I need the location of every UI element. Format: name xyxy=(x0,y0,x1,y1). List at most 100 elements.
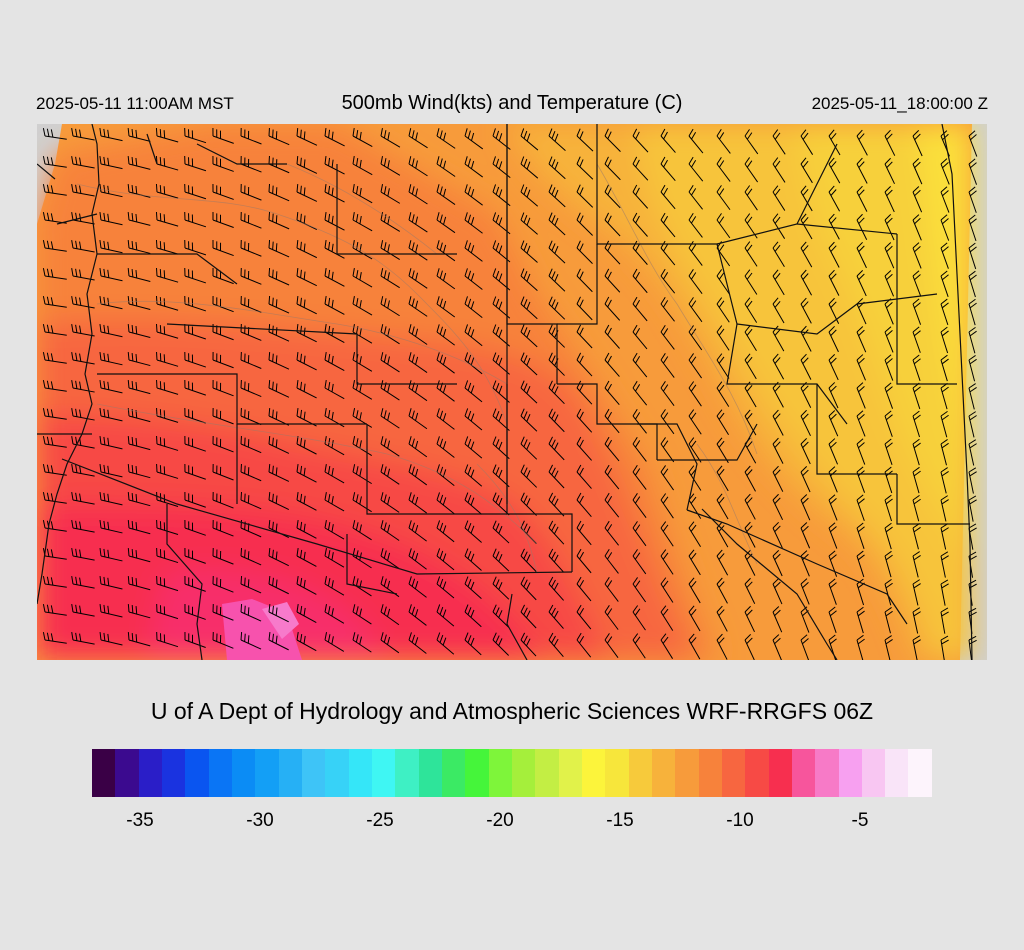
wind-barb-feather xyxy=(856,129,863,137)
wind-barb-feather xyxy=(275,411,278,420)
wind-barb-feather xyxy=(442,525,447,534)
wind-barb-feather xyxy=(520,380,525,389)
wind-barb-feather xyxy=(744,521,751,529)
wind-barb-feather xyxy=(247,551,250,560)
wind-barb-feather xyxy=(774,609,781,617)
wind-barb-feather xyxy=(719,132,725,140)
wind-barb-feather xyxy=(940,242,948,249)
wind-barb-feather xyxy=(408,156,412,165)
wind-barb-feather xyxy=(912,438,920,445)
wind-barb-feather xyxy=(303,523,306,532)
wind-barb-feather xyxy=(718,300,725,308)
wind-barb-feather xyxy=(296,379,299,389)
wind-barb-feather xyxy=(576,156,581,165)
wind-barb-feather xyxy=(464,324,469,333)
wind-barb-feather xyxy=(131,577,134,586)
wind-barb-feather xyxy=(635,159,640,168)
wind-barb-feather xyxy=(498,301,503,310)
wind-barb-feather xyxy=(660,324,666,333)
wind-barb-feather xyxy=(774,272,781,280)
wind-barb-feather xyxy=(774,132,781,140)
wind-barb-feather xyxy=(387,412,391,421)
wind-barb-feather xyxy=(523,186,528,195)
wind-barb-feather xyxy=(774,441,781,448)
wind-barb-feather xyxy=(774,413,781,420)
wind-barb-feather xyxy=(99,603,102,613)
wind-barb-feather xyxy=(632,352,638,361)
wind-barb-feather xyxy=(42,576,46,585)
wind-barb-feather xyxy=(46,492,50,501)
wind-barb-feather xyxy=(268,575,271,585)
wind-barb-feather xyxy=(548,268,553,277)
wind-barb-feather xyxy=(355,242,359,251)
wind-barb-feather xyxy=(498,413,503,422)
colorbar-swatch xyxy=(441,749,466,797)
weather-map[interactable] xyxy=(37,124,987,660)
wind-barb-feather xyxy=(579,299,584,308)
wind-barb-feather xyxy=(632,156,638,165)
wind-barb-feather xyxy=(941,330,949,337)
wind-barb-feather xyxy=(71,212,74,221)
wind-barb-feather xyxy=(495,523,500,531)
wind-barb-feather xyxy=(131,268,134,278)
wind-barb-feather xyxy=(634,524,641,532)
wind-barb-feather xyxy=(551,299,556,307)
wind-barb-feather xyxy=(772,550,780,557)
colorbar-swatch xyxy=(861,749,886,797)
wind-barb-feather xyxy=(746,581,753,588)
wind-barb-feather xyxy=(159,269,162,278)
wind-barb-feather xyxy=(498,245,503,254)
wind-barb-feather xyxy=(746,160,753,168)
wind-barb-feather xyxy=(551,131,556,139)
wind-barb-feather xyxy=(520,548,525,557)
wind-barb-feather xyxy=(103,296,106,305)
colorbar-swatch xyxy=(535,749,559,797)
wind-barb-feather xyxy=(303,187,306,196)
wind-barb-feather xyxy=(272,241,274,250)
wind-barb-feather xyxy=(359,636,363,645)
wind-barb-feather xyxy=(914,189,921,197)
wind-barb-feather xyxy=(691,188,697,196)
wind-barb-feather xyxy=(303,355,306,364)
wind-barb-feather xyxy=(411,550,416,559)
wind-barb-feather xyxy=(50,157,54,166)
wind-barb-feather xyxy=(828,382,836,389)
wind-barb-feather xyxy=(492,436,497,445)
wind-barb-feather xyxy=(554,470,559,479)
wind-barb-feather xyxy=(716,521,723,529)
wind-barb-feather xyxy=(690,524,697,532)
wind-barb-feather xyxy=(912,494,920,501)
wind-barb-feather xyxy=(300,213,302,222)
wind-barb-feather xyxy=(436,156,440,165)
wind-barb-feather xyxy=(688,381,695,389)
wind-barb-feather xyxy=(135,354,138,363)
wind-barb-feather xyxy=(968,186,976,193)
wind-barb-feather xyxy=(800,522,808,529)
wind-barb-feather xyxy=(415,300,419,309)
wind-barb-feather xyxy=(802,132,809,140)
wind-barb-feather xyxy=(331,439,334,449)
wind-barb-feather xyxy=(746,244,753,252)
wind-barb-feather xyxy=(526,189,531,198)
wind-barb-feather xyxy=(492,324,497,333)
wind-barb-feather xyxy=(632,605,639,613)
wind-barb-feather xyxy=(492,184,497,193)
wind-barb-feather xyxy=(296,351,299,361)
wind-barb-feather xyxy=(42,408,46,417)
wind-barb-feather xyxy=(495,439,500,447)
wind-barb-feather xyxy=(856,326,864,333)
wind-barb-feather xyxy=(324,436,327,445)
wind-barb-feather xyxy=(604,296,610,305)
wind-barb-feather xyxy=(830,273,837,280)
wind-barb-feather xyxy=(359,440,362,449)
wind-barb-feather xyxy=(275,635,278,644)
wind-barb-feather xyxy=(551,579,556,588)
wind-barb-feather xyxy=(495,326,500,335)
wind-barb-feather xyxy=(716,605,723,613)
wind-barb-feather xyxy=(744,577,751,585)
wind-barb-feather xyxy=(46,632,50,641)
wind-barb-feather xyxy=(46,268,50,277)
wind-barb-feather xyxy=(436,408,440,417)
wind-barb-feather xyxy=(884,214,892,221)
wind-barb-feather xyxy=(387,440,391,449)
